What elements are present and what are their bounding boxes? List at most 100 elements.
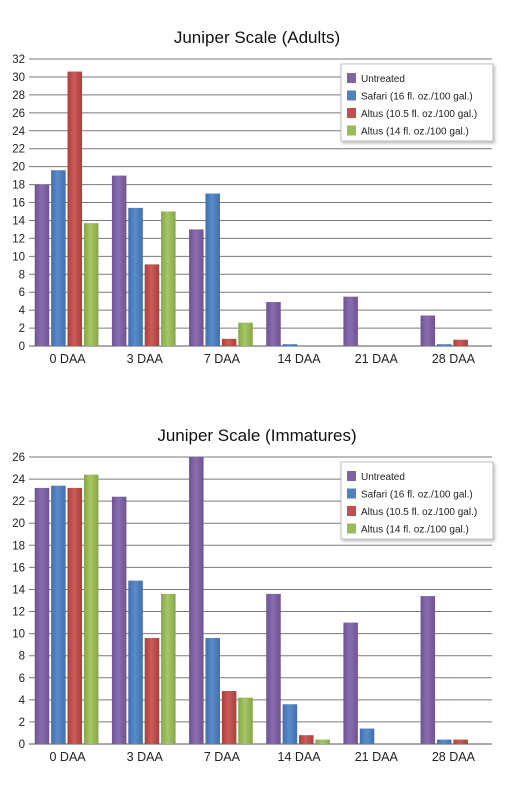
bar xyxy=(221,691,237,744)
bar xyxy=(420,596,436,744)
bar xyxy=(238,697,253,744)
bar xyxy=(266,302,281,346)
legend-label: Altus (10.5 fl. oz./100 gal.) xyxy=(361,109,477,120)
legend-swatch xyxy=(347,506,356,516)
legend-label: Untreated xyxy=(361,472,405,483)
bars xyxy=(34,71,468,347)
x-tick-label: 14 DAA xyxy=(278,750,322,764)
bar xyxy=(128,207,143,346)
legend-label: Safari (16 fl. oz./100 gal.) xyxy=(361,490,473,501)
legend-swatch xyxy=(347,523,356,534)
y-tick-label: 8 xyxy=(19,269,25,281)
bar xyxy=(205,193,220,346)
y-tick-label: 4 xyxy=(19,305,26,317)
bar xyxy=(144,264,160,346)
bar xyxy=(420,315,436,346)
gridlines xyxy=(29,456,492,745)
x-tick-label: 21 DAA xyxy=(355,352,399,366)
bar xyxy=(266,593,281,744)
x-tick-label: 0 DAA xyxy=(50,750,87,764)
bar xyxy=(359,728,375,744)
bar xyxy=(51,170,66,346)
legend-label: Untreated xyxy=(361,74,405,85)
x-tick-label: 3 DAA xyxy=(127,352,164,366)
legend-label: Altus (10.5 fl. oz./100 gal.) xyxy=(361,507,477,518)
y-tick-label: 20 xyxy=(12,518,25,530)
bar xyxy=(67,487,83,744)
y-tick-label: 18 xyxy=(12,540,25,552)
y-tick-label: 6 xyxy=(19,287,25,299)
y-tick-label: 20 xyxy=(12,162,25,174)
y-tick-label: 0 xyxy=(19,739,25,751)
y-tick-label: 0 xyxy=(19,341,25,353)
x-tick-label: 7 DAA xyxy=(204,352,241,366)
bar xyxy=(83,223,99,346)
y-tick-label: 18 xyxy=(12,180,25,192)
bar xyxy=(111,175,127,346)
y-tick-label: 2 xyxy=(19,323,25,335)
legend-label: Safari (16 fl. oz./100 gal.) xyxy=(361,92,473,103)
y-tick-label: 4 xyxy=(19,695,26,707)
bar xyxy=(453,739,468,744)
bar xyxy=(453,339,468,346)
chart-title: Juniper Scale (Immatures) xyxy=(157,426,356,445)
bars xyxy=(34,457,468,744)
x-tick-label: 28 DAA xyxy=(432,352,476,366)
bar xyxy=(238,322,253,346)
y-tick-label: 14 xyxy=(12,215,25,227)
bar xyxy=(34,184,50,346)
y-tick-label: 6 xyxy=(19,673,25,685)
x-tick-label: 7 DAA xyxy=(204,750,241,764)
legend: Untreated Safari (16 fl. oz./100 gal.) Alt… xyxy=(340,461,494,540)
x-tick-label: 3 DAA xyxy=(127,750,164,764)
y-tick-label: 22 xyxy=(12,496,25,508)
x-tick-label: 28 DAA xyxy=(432,750,476,764)
bar xyxy=(282,704,298,744)
y-tick-label: 16 xyxy=(12,562,25,574)
legend-swatch xyxy=(347,90,356,101)
x-tick-label: 0 DAA xyxy=(50,352,87,366)
y-tick-label: 32 xyxy=(12,54,25,66)
bar xyxy=(315,739,330,744)
x-tick-label: 14 DAA xyxy=(278,352,322,366)
legend-box xyxy=(340,461,494,540)
bar xyxy=(161,593,176,744)
bar xyxy=(161,211,176,346)
y-tick-label: 26 xyxy=(12,452,25,464)
legend-swatch xyxy=(347,488,356,499)
legend-swatch xyxy=(347,471,356,481)
legend-swatch xyxy=(347,125,356,136)
x-tick-label: 21 DAA xyxy=(355,750,399,764)
y-tick-label: 14 xyxy=(12,584,25,596)
x-axis-labels: 0 DAA 3 DAA 7 DAA 14 DAA 21 DAA 28 DAA xyxy=(50,750,476,764)
y-tick-label: 24 xyxy=(12,474,25,486)
y-tick-label: 22 xyxy=(12,144,25,156)
y-tick-label: 2 xyxy=(19,717,25,729)
y-tick-label: 28 xyxy=(12,90,25,102)
bar xyxy=(221,338,237,346)
legend-label: Altus (14 fl. oz./100 gal.) xyxy=(361,127,469,138)
bar xyxy=(51,485,66,744)
bar xyxy=(128,580,143,744)
bar xyxy=(205,638,220,744)
bar xyxy=(83,474,99,744)
bar xyxy=(34,487,50,744)
bar xyxy=(299,735,314,744)
y-tick-label: 8 xyxy=(19,651,25,663)
bar xyxy=(282,344,298,346)
y-tick-label: 26 xyxy=(12,108,25,120)
bar xyxy=(189,229,204,346)
bar xyxy=(436,344,452,346)
y-tick-label: 24 xyxy=(12,126,25,138)
legend: Untreated Safari (16 fl. oz./100 gal.) Alt… xyxy=(340,63,494,142)
legend-swatch xyxy=(347,108,356,118)
legend-swatch xyxy=(347,73,356,83)
bar xyxy=(144,638,160,744)
bar xyxy=(67,71,83,347)
chart-title: Juniper Scale (Adults) xyxy=(174,28,340,47)
chart-adults: Juniper Scale (Adults) 02468101214161820… xyxy=(12,28,494,366)
y-tick-label: 30 xyxy=(12,72,25,84)
